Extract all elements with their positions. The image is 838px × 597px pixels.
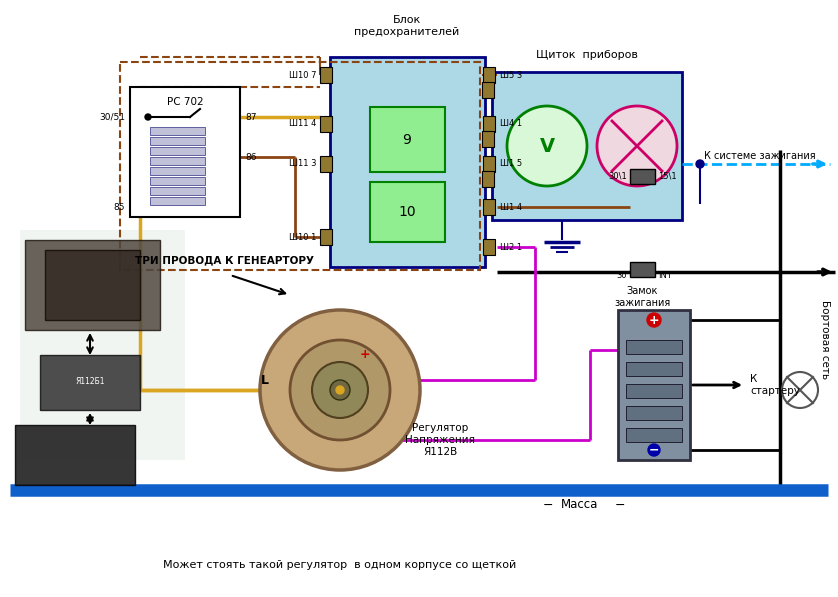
Bar	[483, 116, 495, 132]
Text: Ш5 3: Ш5 3	[500, 70, 522, 79]
Text: +: +	[649, 313, 660, 327]
Bar	[130, 87, 240, 217]
Text: 86: 86	[245, 152, 256, 162]
Text: Может стоять такой регулятор  в одном корпусе со щеткой: Может стоять такой регулятор в одном кор…	[163, 560, 516, 570]
Text: Ш4 1: Ш4 1	[500, 119, 522, 128]
Text: +: +	[360, 349, 370, 362]
Circle shape	[145, 114, 151, 120]
Bar	[482, 82, 494, 98]
Text: Замок
зажигания: Замок зажигания	[614, 286, 670, 308]
Bar	[120, 62, 480, 270]
Bar	[45, 250, 140, 320]
Text: Щиток  приборов: Щиток приборов	[536, 50, 638, 60]
Circle shape	[597, 106, 677, 186]
Text: Бортовая сеть: Бортовая сеть	[820, 300, 830, 380]
Text: Масса: Масса	[561, 498, 598, 512]
Text: ТРИ ПРОВОДА К ГЕНЕАРТОРУ: ТРИ ПРОВОДА К ГЕНЕАРТОРУ	[135, 255, 314, 265]
Text: 30/51: 30/51	[99, 112, 125, 122]
Text: 85: 85	[113, 202, 125, 211]
Bar	[483, 67, 495, 83]
Text: Ш10 7: Ш10 7	[288, 70, 316, 79]
Text: 9: 9	[402, 133, 411, 147]
Text: 15\1: 15\1	[658, 171, 676, 180]
Text: INT: INT	[658, 270, 672, 279]
Circle shape	[782, 372, 818, 408]
Circle shape	[312, 362, 368, 418]
Text: L: L	[261, 374, 269, 386]
Bar	[626, 340, 682, 354]
Bar	[483, 156, 495, 172]
Bar	[626, 384, 682, 398]
Bar	[150, 167, 205, 175]
Bar	[320, 156, 332, 172]
Text: Блок
предохранителей: Блок предохранителей	[354, 16, 459, 37]
Bar	[492, 72, 682, 220]
Text: Ш11 3: Ш11 3	[288, 159, 316, 168]
Circle shape	[290, 340, 390, 440]
Text: К системе зажигания: К системе зажигания	[704, 151, 816, 161]
Text: −: −	[649, 444, 660, 457]
Text: 87: 87	[245, 112, 256, 122]
Bar	[483, 199, 495, 215]
Bar	[330, 57, 485, 267]
Bar	[482, 171, 494, 187]
Text: −: −	[615, 498, 625, 512]
Circle shape	[330, 380, 350, 400]
Circle shape	[647, 313, 661, 327]
Bar	[150, 127, 205, 135]
Bar	[150, 147, 205, 155]
Bar	[15, 425, 135, 485]
Bar	[150, 187, 205, 195]
Text: 30: 30	[617, 270, 627, 279]
Bar	[150, 157, 205, 165]
Bar	[320, 229, 332, 245]
Bar	[370, 182, 445, 242]
Text: Ш1 4: Ш1 4	[500, 202, 522, 211]
Bar	[40, 355, 140, 410]
Circle shape	[336, 386, 344, 394]
Text: РС 702: РС 702	[167, 97, 204, 107]
Circle shape	[260, 310, 420, 470]
Text: Ш2 1: Ш2 1	[500, 242, 522, 251]
Bar	[150, 137, 205, 145]
Bar	[618, 310, 690, 460]
Circle shape	[696, 160, 704, 168]
Text: Ш10 1: Ш10 1	[288, 232, 316, 242]
Text: −: −	[543, 498, 553, 512]
Bar	[370, 107, 445, 172]
Text: 10: 10	[398, 205, 416, 219]
Bar	[25, 240, 160, 330]
Text: К
стартеру: К стартеру	[750, 374, 800, 396]
Bar	[626, 406, 682, 420]
Text: Ш1 5: Ш1 5	[500, 159, 522, 168]
Text: V: V	[540, 137, 555, 155]
Text: Регулятор
Напряжения
Я112В: Регулятор Напряжения Я112В	[405, 423, 475, 457]
Bar	[150, 177, 205, 185]
Bar	[626, 428, 682, 442]
Circle shape	[648, 444, 660, 456]
Circle shape	[507, 106, 587, 186]
Bar	[320, 67, 332, 83]
Bar	[482, 131, 494, 147]
Text: 30\1: 30\1	[608, 171, 627, 180]
Text: Я112Б1: Я112Б1	[75, 377, 105, 386]
Bar	[626, 362, 682, 376]
Bar	[630, 262, 655, 277]
Bar	[630, 169, 655, 184]
Polygon shape	[20, 230, 185, 460]
Bar	[150, 197, 205, 205]
Bar	[320, 116, 332, 132]
Text: Ш11 4: Ш11 4	[288, 119, 316, 128]
Bar	[483, 239, 495, 255]
